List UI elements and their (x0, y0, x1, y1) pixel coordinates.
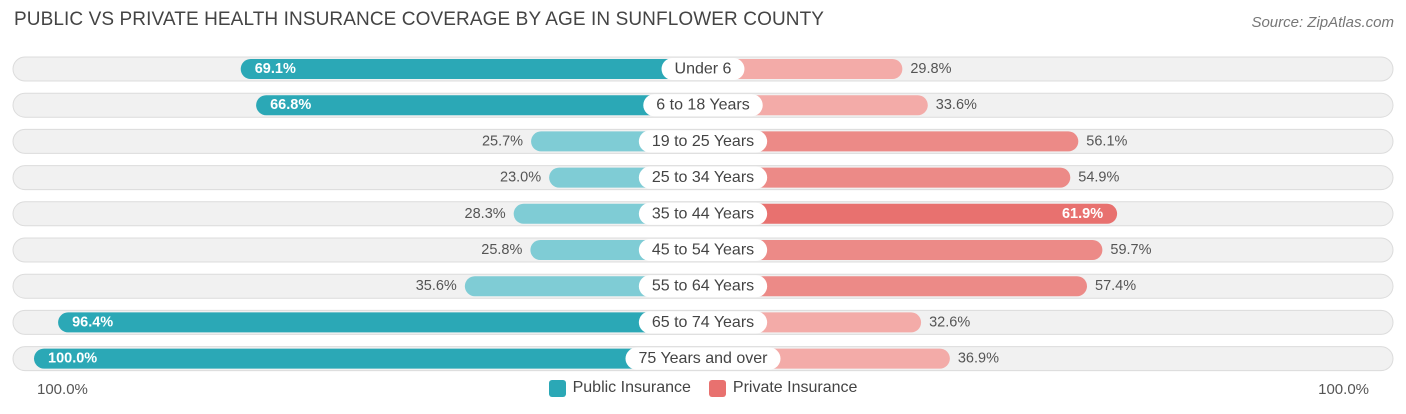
value-label-public: 25.8% (481, 242, 522, 258)
category-pill (638, 166, 768, 189)
category-label: 55 to 64 Years (652, 278, 754, 295)
value-label-public: 96.4% (72, 314, 113, 330)
diverging-bar-chart: 69.1% 29.8% Under 6 66.8% 33.6% 6 to 18 Years… (12, 56, 1394, 372)
bar-private (703, 240, 1103, 260)
category-pill (643, 94, 763, 117)
value-label-private: 57.4% (1095, 278, 1136, 294)
legend-item-private: Private Insurance (708, 379, 858, 397)
value-label-public: 23.0% (500, 170, 541, 186)
category-pill (625, 347, 781, 370)
axis-left-label: 100.0% (37, 381, 88, 398)
value-label-private: 54.9% (1078, 170, 1119, 186)
legend-label-public: Public Insurance (572, 379, 691, 396)
value-label-public: 28.3% (465, 206, 506, 222)
category-pill (638, 275, 768, 298)
legend-item-public: Public Insurance (548, 379, 691, 397)
category-label: 65 to 74 Years (652, 314, 754, 331)
source-credit: Source: ZipAtlas.com (1251, 14, 1394, 31)
value-label-public: 25.7% (482, 133, 523, 149)
legend: Public Insurance Private Insurance (0, 379, 1406, 397)
bar-private (703, 167, 1071, 188)
bar-public (256, 95, 703, 116)
category-label: 45 to 54 Years (652, 242, 754, 259)
chart-title: PUBLIC VS PRIVATE HEALTH INSURANCE COVER… (14, 9, 825, 30)
category-label: 19 to 25 Years (652, 133, 754, 150)
value-label-private: 33.6% (936, 97, 977, 113)
bar-public (240, 59, 703, 79)
bar-public (34, 348, 703, 369)
value-label-private: 61.9% (1062, 206, 1103, 222)
legend-swatch-public (548, 379, 566, 397)
category-pill (638, 130, 768, 153)
value-label-public: 35.6% (416, 278, 457, 294)
bar-private (703, 276, 1088, 297)
value-label-public: 100.0% (48, 351, 97, 367)
value-label-private: 59.7% (1110, 242, 1151, 258)
category-pill (661, 58, 745, 80)
bar-public (58, 312, 704, 333)
category-pill (638, 239, 768, 261)
value-label-private: 32.6% (929, 314, 970, 330)
bar-private (703, 131, 1079, 152)
value-label-private: 56.1% (1086, 133, 1127, 149)
axis-right-label: 100.0% (1318, 381, 1369, 398)
legend-swatch-private (708, 379, 726, 397)
value-label-public: 66.8% (270, 97, 311, 113)
bar-private (703, 203, 1118, 224)
category-label: 25 to 34 Years (652, 169, 754, 186)
category-label: 6 to 18 Years (656, 97, 749, 114)
category-pill (638, 202, 768, 225)
category-label: 35 to 44 Years (652, 205, 754, 222)
value-label-private: 29.8% (910, 61, 951, 77)
legend-label-private: Private Insurance (732, 379, 858, 396)
category-label: 75 Years and over (639, 350, 769, 367)
value-label-public: 69.1% (255, 61, 296, 77)
bar-private (703, 59, 903, 79)
value-label-private: 36.9% (958, 351, 999, 367)
category-pill (638, 311, 768, 334)
category-label: Under 6 (675, 61, 732, 78)
